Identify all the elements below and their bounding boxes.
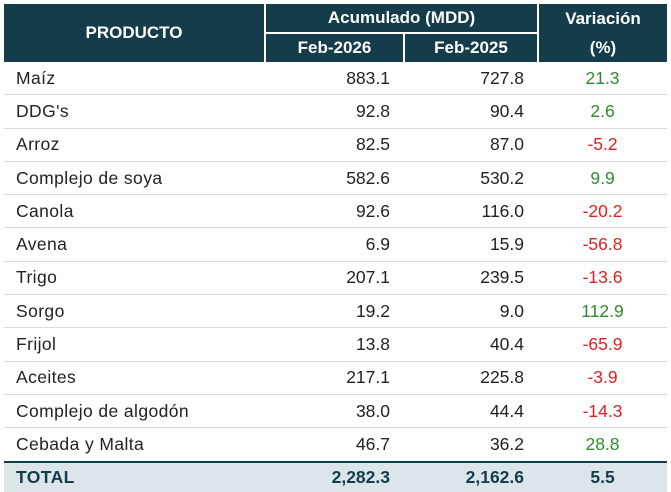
header-year-2025: Feb-2025 bbox=[404, 33, 540, 62]
value-2026: 883.1 bbox=[265, 62, 404, 96]
product-name: Complejo de algodón bbox=[4, 394, 265, 429]
value-2025: 116.0 bbox=[404, 194, 539, 229]
value-2026: 582.6 bbox=[265, 161, 404, 196]
value-2025: 239.5 bbox=[404, 261, 539, 296]
table-row: Maíz 883.1 727.8 21.3 bbox=[4, 62, 668, 96]
table-row: Arroz 82.5 87.0 -5.2 bbox=[4, 128, 668, 162]
value-2025: 225.8 bbox=[404, 361, 539, 395]
product-name: Frijol bbox=[4, 327, 265, 362]
value-2025: 90.4 bbox=[404, 94, 539, 129]
table-row: Complejo de soya 582.6 530.2 9.9 bbox=[4, 161, 668, 196]
variation-value: 2.6 bbox=[538, 94, 668, 129]
value-2026: 92.8 bbox=[265, 94, 404, 129]
total-2025: 2,162.6 bbox=[404, 460, 539, 492]
variation-value: -13.6 bbox=[538, 261, 668, 296]
header-accumulated: Acumulado (MDD) bbox=[265, 4, 540, 34]
total-label: TOTAL bbox=[4, 460, 265, 492]
variation-value: 112.9 bbox=[538, 294, 668, 329]
product-name: Aceites bbox=[4, 361, 265, 395]
variation-value: 28.8 bbox=[538, 427, 668, 463]
table-row: Cebada y Malta 46.7 36.2 28.8 bbox=[4, 427, 668, 463]
header-product: PRODUCTO bbox=[4, 4, 266, 62]
value-2025: 9.0 bbox=[404, 294, 539, 329]
value-2025: 15.9 bbox=[404, 227, 539, 262]
value-2026: 46.7 bbox=[265, 427, 404, 463]
table-row: Avena 6.9 15.9 -56.8 bbox=[4, 227, 668, 262]
value-2026: 207.1 bbox=[265, 261, 404, 296]
variation-value: -20.2 bbox=[538, 194, 668, 229]
total-2026: 2,282.3 bbox=[265, 460, 404, 492]
product-name: Trigo bbox=[4, 261, 265, 296]
product-name: Cebada y Malta bbox=[4, 427, 265, 463]
table-row: Trigo 207.1 239.5 -13.6 bbox=[4, 261, 668, 296]
table-row: DDG's 92.8 90.4 2.6 bbox=[4, 94, 668, 129]
value-2026: 13.8 bbox=[265, 327, 404, 362]
value-2025: 44.4 bbox=[404, 394, 539, 429]
value-2026: 217.1 bbox=[265, 361, 404, 395]
value-2025: 36.2 bbox=[404, 427, 539, 463]
export-table: PRODUCTO Acumulado (MDD) Variación Feb-2… bbox=[4, 4, 668, 492]
header-variation-line2: (%) bbox=[538, 33, 668, 62]
header-variation-line1: Variación bbox=[538, 4, 668, 33]
value-2026: 82.5 bbox=[265, 128, 404, 162]
product-name: Canola bbox=[4, 194, 265, 229]
table-row: Sorgo 19.2 9.0 112.9 bbox=[4, 294, 668, 329]
variation-value: 9.9 bbox=[538, 161, 668, 196]
variation-value: -65.9 bbox=[538, 327, 668, 362]
variation-value: -14.3 bbox=[538, 394, 668, 429]
product-name: Sorgo bbox=[4, 294, 265, 329]
variation-value: 21.3 bbox=[538, 62, 668, 96]
variation-value: -5.2 bbox=[538, 128, 668, 162]
value-2026: 38.0 bbox=[265, 394, 404, 429]
product-name: DDG's bbox=[4, 94, 265, 129]
table-row: Frijol 13.8 40.4 -65.9 bbox=[4, 327, 668, 362]
total-variation: 5.5 bbox=[538, 460, 668, 492]
export-table-container: PRODUCTO Acumulado (MDD) Variación Feb-2… bbox=[4, 4, 668, 492]
value-2026: 19.2 bbox=[265, 294, 404, 329]
table-row: Complejo de algodón 38.0 44.4 -14.3 bbox=[4, 394, 668, 429]
table-footer: TOTAL 2,282.3 2,162.6 5.5 bbox=[4, 460, 668, 492]
table-row: Aceites 217.1 225.8 -3.9 bbox=[4, 361, 668, 395]
value-2025: 87.0 bbox=[404, 128, 539, 162]
value-2025: 40.4 bbox=[404, 327, 539, 362]
variation-value: -56.8 bbox=[538, 227, 668, 262]
table-row: Canola 92.6 116.0 -20.2 bbox=[4, 194, 668, 229]
value-2026: 6.9 bbox=[265, 227, 404, 262]
product-name: Avena bbox=[4, 227, 265, 262]
variation-value: -3.9 bbox=[538, 361, 668, 395]
header-year-2026: Feb-2026 bbox=[265, 33, 405, 62]
value-2025: 727.8 bbox=[404, 62, 539, 96]
total-row: TOTAL 2,282.3 2,162.6 5.5 bbox=[4, 460, 668, 492]
product-name: Arroz bbox=[4, 128, 265, 162]
value-2025: 530.2 bbox=[404, 161, 539, 196]
product-name: Complejo de soya bbox=[4, 161, 265, 196]
value-2026: 92.6 bbox=[265, 194, 404, 229]
table-body: Maíz 883.1 727.8 21.3 DDG's 92.8 90.4 2.6 Arroz 8… bbox=[4, 62, 668, 463]
table-header: PRODUCTO Acumulado (MDD) Variación Feb-2… bbox=[4, 4, 668, 62]
product-name: Maíz bbox=[4, 62, 265, 96]
